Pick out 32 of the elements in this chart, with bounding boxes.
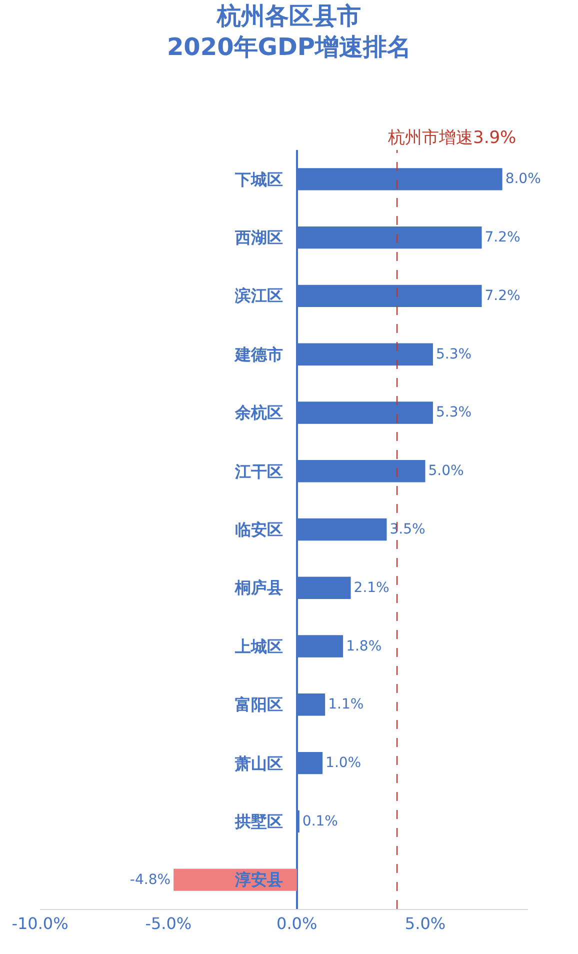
y-tick-label: 临安区: [235, 520, 283, 539]
data-label: 1.1%: [328, 696, 364, 713]
x-tick-label: 5.0%: [404, 914, 446, 934]
y-tick-label: 桐庐县: [234, 578, 283, 597]
data-label: -4.8%: [130, 872, 171, 888]
y-tick-label: 滨江区: [234, 286, 283, 305]
data-label: 0.1%: [302, 813, 338, 830]
data-label: 1.0%: [326, 755, 362, 772]
y-tick-label: 余杭区: [234, 403, 283, 422]
data-label: 1.8%: [346, 638, 382, 654]
x-tick-label: -10.0%: [12, 914, 68, 934]
y-tick-label: 拱墅区: [234, 812, 283, 831]
y-tick-label: 建德市: [233, 345, 283, 364]
data-label: 3.5%: [390, 522, 426, 538]
ref-line-label: 杭州市增速3.9%: [387, 128, 516, 148]
y-tick-label: 下城区: [234, 170, 283, 189]
y-tick-label: 淳安县: [234, 870, 283, 889]
x-tick-label: -5.0%: [145, 914, 192, 934]
data-label: 5.3%: [436, 404, 472, 421]
y-tick-label: 上城区: [234, 637, 283, 656]
data-label: 8.0%: [505, 171, 541, 188]
y-tick-label: 西湖区: [234, 228, 283, 247]
chart-title: 杭州各区县市 2020年GDP增速排名: [166, 2, 412, 62]
data-label: 7.2%: [484, 230, 520, 246]
data-label: 7.2%: [484, 288, 520, 304]
y-tick-label: 富阳区: [235, 695, 283, 714]
y-tick-label: 江干区: [234, 462, 283, 481]
data-label: 5.3%: [436, 346, 472, 362]
data-label: 2.1%: [354, 580, 390, 596]
y-tick-label: 萧山区: [234, 754, 283, 773]
x-tick-label: 0.0%: [276, 914, 318, 934]
data-label: 5.0%: [428, 463, 464, 480]
